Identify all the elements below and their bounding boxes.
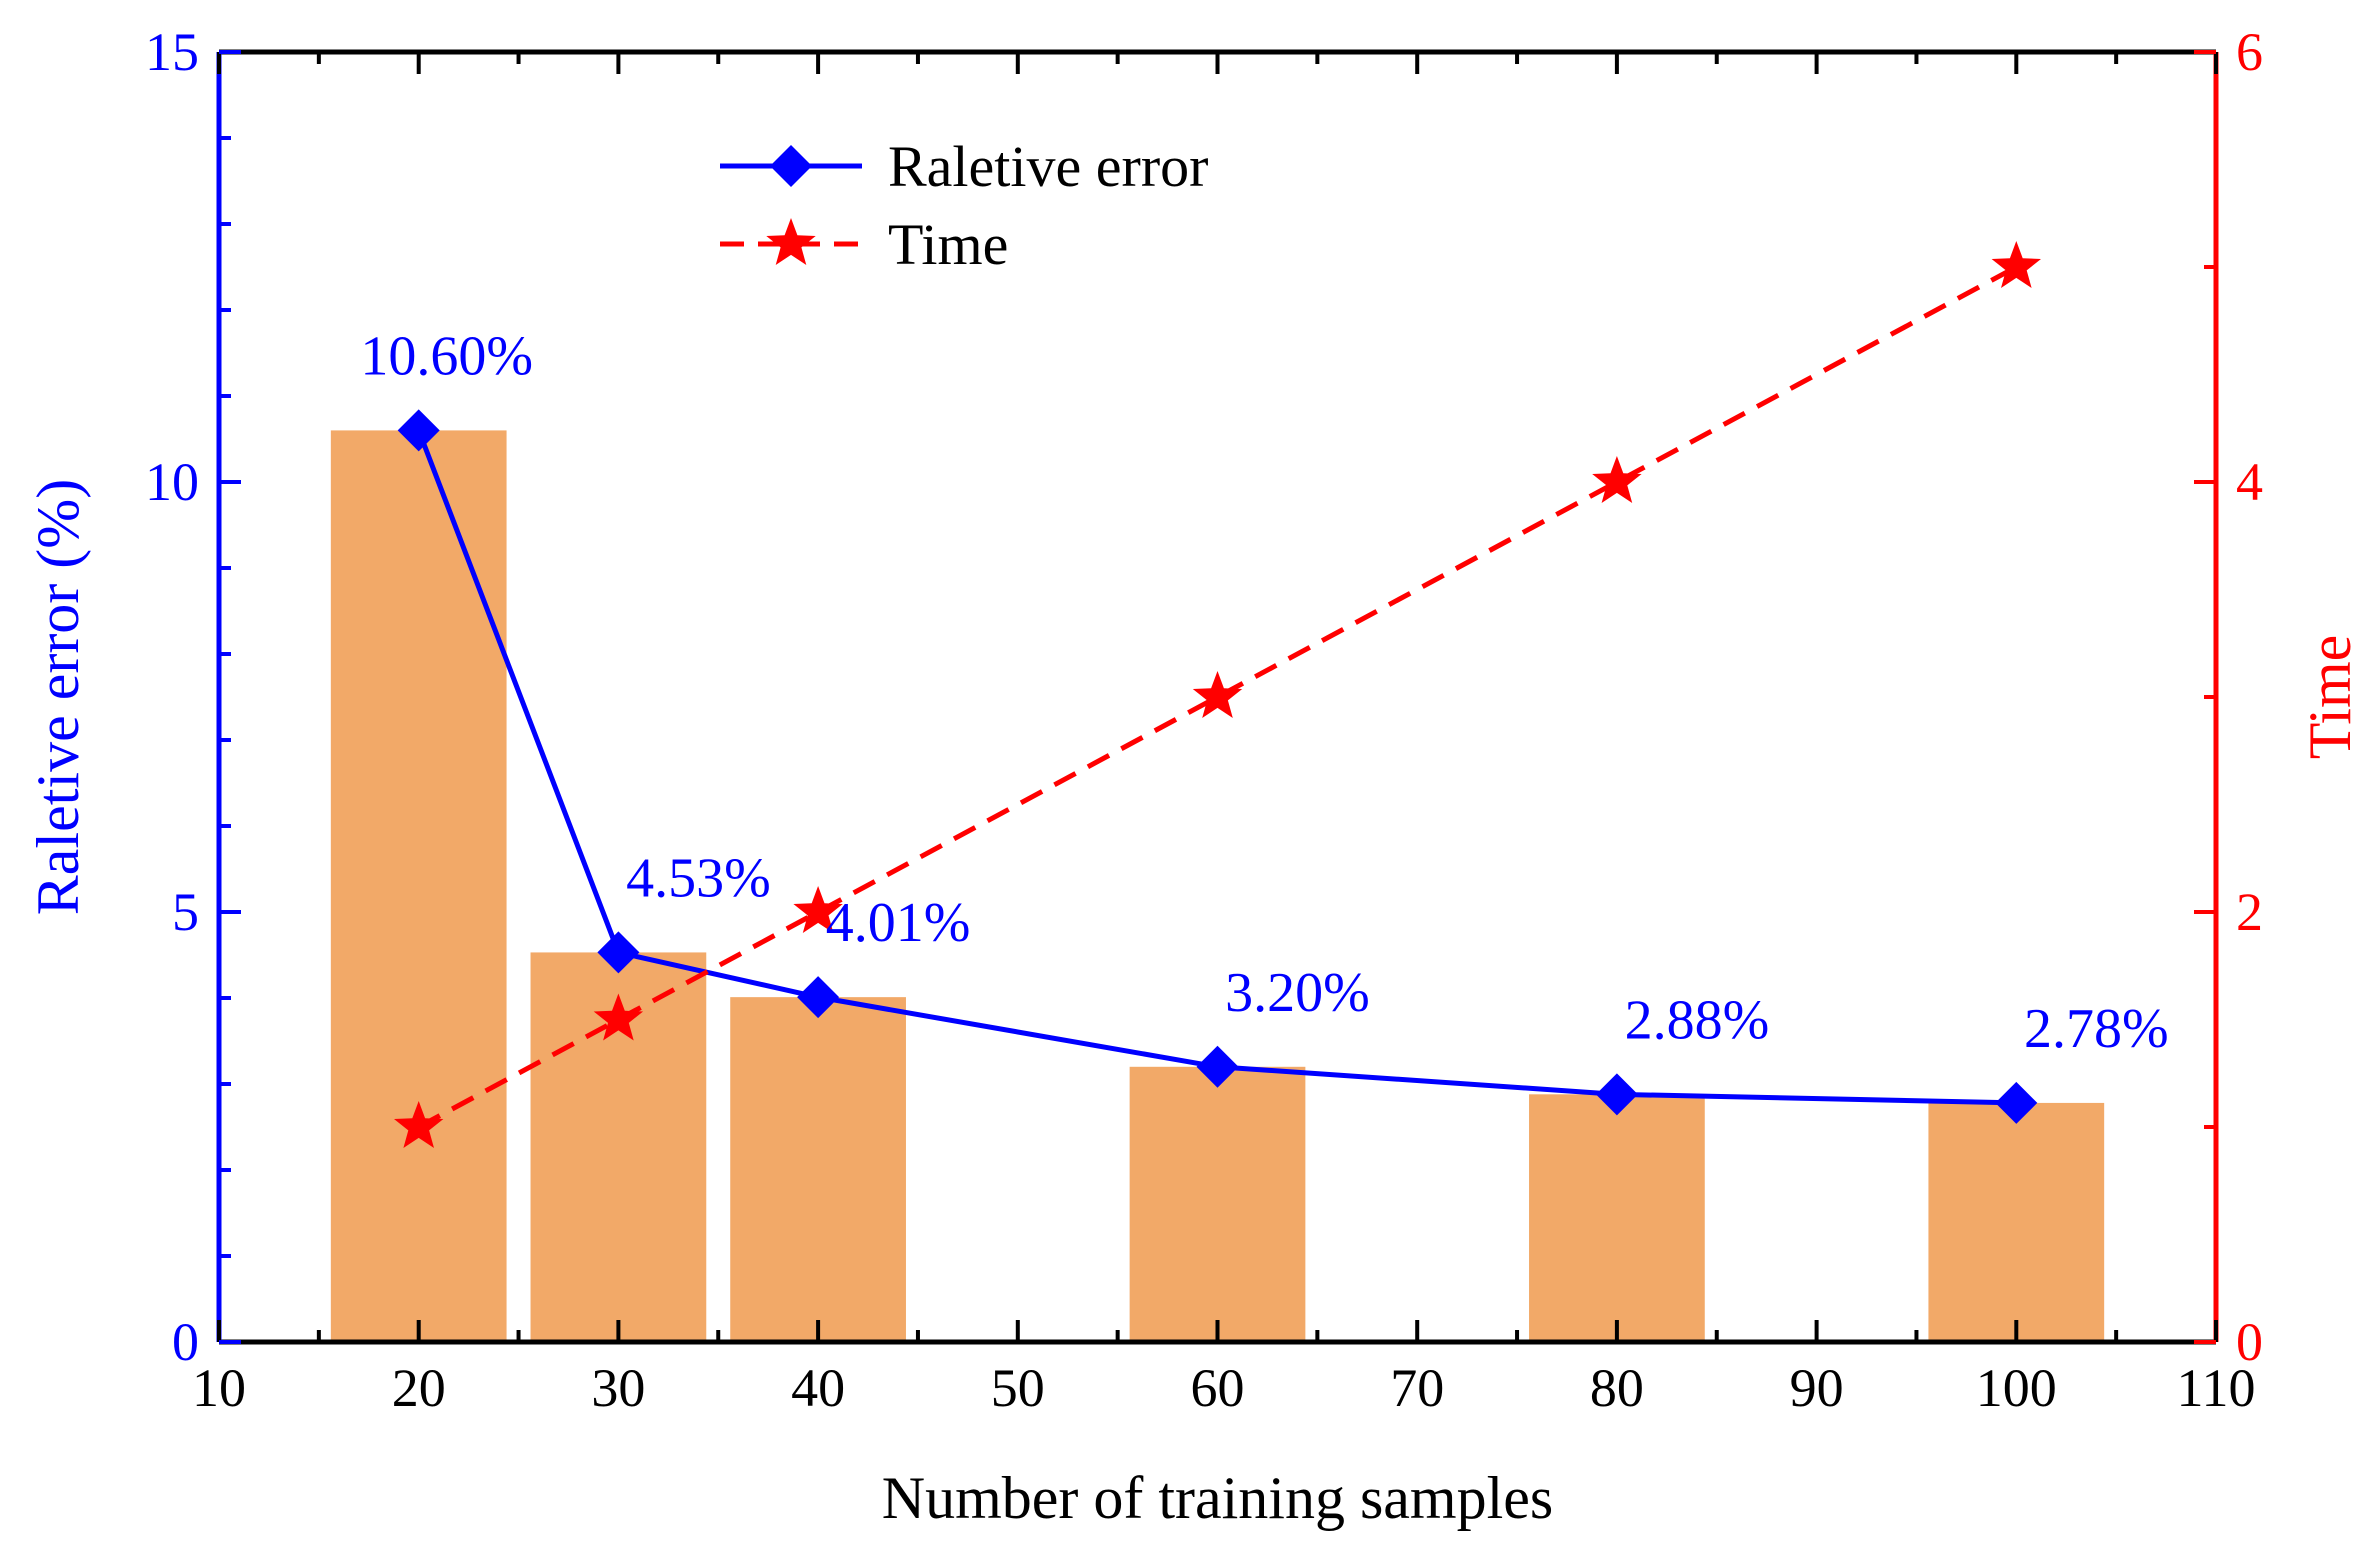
x-tick-label: 60 bbox=[1191, 1358, 1245, 1418]
axes-layer: 10 20 30 40 50 60 70 80 90 100 1100510150246Number… bbox=[25, 22, 2363, 1531]
error-point bbox=[1196, 1045, 1239, 1088]
y-right-axis-title: Time bbox=[2297, 635, 2363, 760]
bar bbox=[1529, 1094, 1705, 1342]
x-tick-label: 80 bbox=[1590, 1358, 1644, 1418]
data-label: 2.88% bbox=[1625, 989, 1770, 1051]
x-tick-label: 70 bbox=[1390, 1358, 1444, 1418]
data-label: 4.53% bbox=[626, 847, 771, 909]
data-label: 3.20% bbox=[1225, 962, 1370, 1024]
error-point bbox=[1995, 1081, 2038, 1124]
x-tick-label: 30 bbox=[591, 1358, 645, 1418]
legend-label: Raletive error bbox=[888, 134, 1208, 199]
y-left-tick-label: 15 bbox=[145, 22, 199, 82]
x-tick-label: 40 bbox=[791, 1358, 845, 1418]
time-point bbox=[394, 1101, 444, 1148]
x-tick-label: 100 bbox=[1976, 1358, 2057, 1418]
data-label: 10.60% bbox=[360, 325, 533, 387]
y-left-tick-label: 10 bbox=[145, 452, 199, 512]
data-label: 4.01% bbox=[826, 892, 971, 954]
bar bbox=[1129, 1066, 1306, 1342]
y-right-tick-label: 4 bbox=[2236, 452, 2263, 512]
time-point bbox=[593, 993, 644, 1041]
error-point bbox=[1595, 1073, 1638, 1116]
x-tick-label: 20 bbox=[392, 1358, 446, 1418]
data-labels-layer: 10.60% 4.53% 4.01% 3.20% 2.88% 2.78% bbox=[360, 325, 2168, 1060]
bars-layer bbox=[330, 430, 2105, 1342]
time-point bbox=[1592, 456, 1642, 503]
x-axis-title: Number of training samples bbox=[882, 1465, 1554, 1531]
legend-star-icon bbox=[766, 218, 816, 265]
y-left-tick-label: 5 bbox=[172, 882, 199, 942]
legend-diamond-icon bbox=[770, 145, 812, 187]
legend-label: Time bbox=[888, 212, 1008, 277]
bar bbox=[1928, 1102, 2105, 1342]
error-point bbox=[797, 976, 840, 1019]
time-point bbox=[793, 886, 843, 933]
y-left-axis-title: Raletive error (%) bbox=[25, 479, 91, 915]
error-point bbox=[597, 931, 640, 974]
time-point bbox=[1991, 241, 2041, 288]
x-tick-label: 10 bbox=[192, 1358, 246, 1418]
data-label: 2.78% bbox=[2024, 998, 2169, 1060]
bar bbox=[730, 997, 906, 1342]
y-right-tick-label: 6 bbox=[2236, 22, 2263, 82]
x-tick-label: 50 bbox=[991, 1358, 1045, 1418]
error-point bbox=[397, 409, 440, 452]
y-right-tick-label: 0 bbox=[2236, 1312, 2263, 1372]
x-tick-label: 90 bbox=[1790, 1358, 1844, 1418]
legend: Raletive error Time bbox=[720, 134, 1208, 277]
y-right-tick-label: 2 bbox=[2236, 882, 2263, 942]
bar bbox=[330, 430, 507, 1342]
time-point bbox=[1192, 671, 1243, 718]
y-left-tick-label: 0 bbox=[172, 1312, 199, 1372]
lines-layer bbox=[394, 241, 2041, 1148]
x-tick-label: 110 bbox=[2177, 1358, 2256, 1418]
series-line-raletive-error bbox=[416, 429, 2017, 1106]
